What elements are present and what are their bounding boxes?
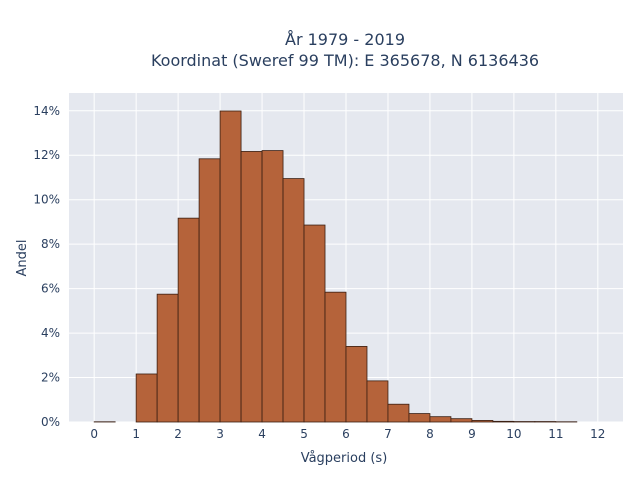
x-tick-label: 1 <box>132 427 140 441</box>
histogram-bar <box>135 373 158 423</box>
histogram-bar <box>387 403 410 423</box>
chart-title-line1: År 1979 - 2019 <box>285 30 405 49</box>
histogram-bar <box>303 224 326 423</box>
histogram-bar <box>156 293 179 423</box>
histogram-bar <box>450 418 473 423</box>
x-tick-label: 3 <box>216 427 224 441</box>
histogram-bar <box>492 420 515 423</box>
x-tick-label: 8 <box>426 427 434 441</box>
histogram-bar <box>198 158 221 423</box>
chart-title-line2: Koordinat (Sweref 99 TM): E 365678, N 61… <box>151 51 539 70</box>
y-tick-label: 10% <box>33 193 60 207</box>
y-tick-label: 12% <box>33 148 60 162</box>
x-tick-label: 2 <box>174 427 182 441</box>
histogram-bar <box>282 178 305 423</box>
x-axis-ticks: 0 1 2 3 4 5 6 7 8 9 10 11 12 <box>90 427 605 441</box>
x-tick-label: 10 <box>506 427 521 441</box>
x-axis-label: Vågperiod (s) <box>301 451 388 466</box>
histogram-bar <box>345 346 368 423</box>
x-tick-label: 12 <box>590 427 605 441</box>
y-axis-ticks: 0% 2% 4% 6% 8% 10% 12% 14% <box>33 104 60 429</box>
histogram-bar <box>261 150 284 423</box>
y-tick-label: 8% <box>41 237 60 251</box>
bars <box>93 110 578 423</box>
y-tick-label: 0% <box>41 415 60 429</box>
histogram-bar <box>240 151 263 423</box>
x-tick-label: 11 <box>548 427 563 441</box>
y-axis-label: Andel <box>15 240 30 277</box>
x-tick-label: 4 <box>258 427 266 441</box>
x-tick-label: 6 <box>342 427 350 441</box>
histogram-bar <box>366 380 389 423</box>
y-tick-label: 6% <box>41 282 60 296</box>
x-tick-label: 0 <box>90 427 98 441</box>
x-tick-label: 5 <box>300 427 308 441</box>
y-tick-label: 4% <box>41 326 60 340</box>
histogram-bar <box>324 291 347 423</box>
x-tick-label: 9 <box>468 427 476 441</box>
x-tick-label: 7 <box>384 427 392 441</box>
histogram-bar <box>177 217 200 423</box>
y-tick-label: 2% <box>41 371 60 385</box>
histogram-bar <box>429 416 452 423</box>
histogram-bar <box>471 420 494 423</box>
y-tick-label: 14% <box>33 104 60 118</box>
histogram-bar <box>219 110 242 423</box>
histogram-bar <box>408 413 431 423</box>
